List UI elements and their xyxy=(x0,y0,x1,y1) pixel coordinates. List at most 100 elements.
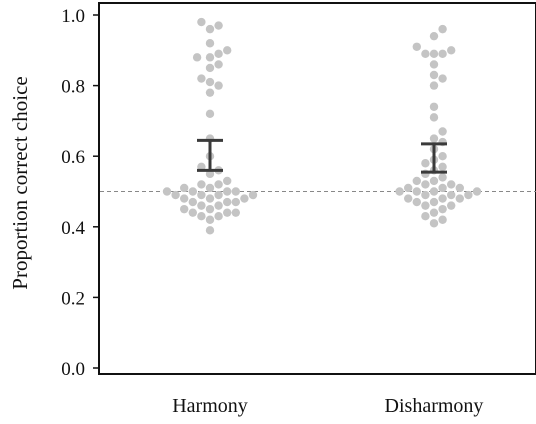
data-point xyxy=(180,194,189,203)
data-point xyxy=(214,81,223,90)
data-point xyxy=(231,208,240,217)
y-tick-label: 0.6 xyxy=(61,147,85,168)
data-point xyxy=(429,197,439,207)
plot-frame xyxy=(98,2,536,375)
data-point xyxy=(197,201,206,210)
data-point xyxy=(214,190,223,200)
data-point xyxy=(197,212,206,221)
data-point xyxy=(429,81,439,90)
data-point xyxy=(447,190,456,200)
data-point xyxy=(429,187,439,196)
y-tick-label: 0.2 xyxy=(61,288,85,309)
data-point xyxy=(188,208,197,217)
data-point xyxy=(223,197,232,207)
data-point xyxy=(438,204,447,214)
data-point xyxy=(438,74,447,83)
data-point xyxy=(214,201,223,210)
data-point xyxy=(180,183,189,193)
data-point xyxy=(412,197,421,207)
data-point xyxy=(231,197,240,207)
data-point xyxy=(205,204,215,214)
data-point xyxy=(429,31,439,41)
axes-layer: 0.0 0.2 0.4 0.6 0.8 1.0 Harmony Disharmony xyxy=(61,2,536,417)
data-point xyxy=(421,212,430,221)
data-point xyxy=(223,187,232,196)
data-point xyxy=(395,187,404,196)
data-point xyxy=(205,77,215,87)
data-point xyxy=(447,46,456,55)
data-point xyxy=(180,204,189,214)
x-tick-label: Harmony xyxy=(172,395,248,417)
data-point xyxy=(429,176,439,186)
data-point xyxy=(429,113,439,122)
data-point xyxy=(421,180,430,189)
data-point xyxy=(214,180,223,189)
errorbar-layer xyxy=(197,138,447,174)
data-point xyxy=(447,201,456,210)
data-point xyxy=(205,194,215,203)
data-point xyxy=(421,201,430,210)
data-point xyxy=(188,197,197,207)
data-point xyxy=(438,194,447,203)
data-point xyxy=(429,70,439,80)
data-point xyxy=(472,187,482,196)
y-tick-label: 0.8 xyxy=(61,77,85,98)
data-point xyxy=(438,173,447,182)
data-point xyxy=(197,190,206,200)
data-point xyxy=(205,24,215,34)
data-point xyxy=(421,190,430,200)
data-point xyxy=(455,183,464,193)
data-point xyxy=(438,183,447,193)
data-point xyxy=(464,190,473,200)
data-point xyxy=(231,187,240,196)
data-point xyxy=(205,63,215,73)
data-point xyxy=(223,176,232,186)
data-point xyxy=(412,176,421,186)
data-point xyxy=(429,208,439,217)
data-point xyxy=(197,17,206,27)
data-point xyxy=(412,187,421,196)
data-point xyxy=(404,183,413,193)
data-point xyxy=(205,88,215,97)
data-point xyxy=(438,49,447,59)
data-point xyxy=(438,215,447,224)
y-axis-label: Proportion correct choice xyxy=(8,76,32,289)
data-point xyxy=(429,49,439,59)
data-point xyxy=(214,212,223,221)
data-point xyxy=(438,162,447,171)
data-point xyxy=(214,49,223,59)
data-point xyxy=(205,226,215,235)
data-point xyxy=(429,134,439,143)
data-point xyxy=(240,194,249,203)
data-point xyxy=(205,109,215,119)
y-tick-label: 1.0 xyxy=(61,6,85,27)
data-point xyxy=(197,74,206,83)
data-point xyxy=(447,180,456,189)
data-point xyxy=(438,152,447,161)
y-tick-label: 0.4 xyxy=(61,218,85,239)
points-layer xyxy=(162,17,482,235)
data-point xyxy=(421,49,430,59)
data-point xyxy=(223,208,232,217)
data-point xyxy=(205,215,215,224)
x-tick-label: Disharmony xyxy=(385,395,484,417)
data-point xyxy=(455,194,464,203)
data-point xyxy=(188,187,197,196)
data-point xyxy=(171,190,180,200)
data-point xyxy=(214,60,223,69)
data-point xyxy=(421,159,430,168)
data-point xyxy=(192,53,202,62)
data-point xyxy=(404,194,413,203)
data-point xyxy=(412,42,421,51)
data-point xyxy=(162,187,172,196)
data-point xyxy=(438,24,447,34)
data-point xyxy=(429,102,439,111)
y-tick-label: 0.0 xyxy=(61,359,85,380)
data-point xyxy=(205,183,215,193)
data-point xyxy=(223,46,232,55)
data-point xyxy=(248,190,258,200)
data-point xyxy=(214,21,223,30)
data-point xyxy=(197,180,206,189)
